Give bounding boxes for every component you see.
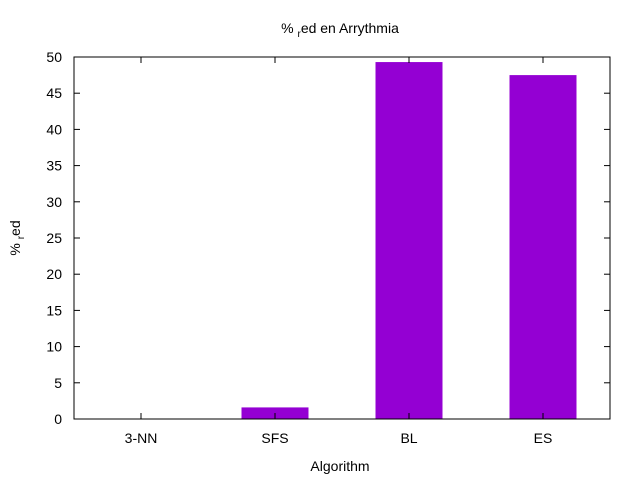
y-tick-label: 25 bbox=[46, 230, 62, 246]
bar-bl bbox=[375, 62, 443, 420]
x-ticks-group: 3-NN SFS BL ES bbox=[125, 57, 553, 446]
y-tick-label: 0 bbox=[54, 411, 62, 427]
y-tick-label: 10 bbox=[46, 339, 62, 355]
y-tick-label: 35 bbox=[46, 158, 62, 174]
y-tick-label: 40 bbox=[46, 121, 62, 137]
chart-title: % red en Arrythmia bbox=[281, 20, 399, 40]
y-tick-label: 15 bbox=[46, 302, 62, 318]
y-tick-label: 50 bbox=[46, 49, 62, 65]
y-ticks-group: 0 5 10 15 20 25 30 35 40 45 50 bbox=[46, 49, 610, 427]
x-tick-label: SFS bbox=[261, 430, 288, 446]
y-tick-label: 30 bbox=[46, 194, 62, 210]
x-tick-label: ES bbox=[534, 430, 553, 446]
y-tick-label: 45 bbox=[46, 85, 62, 101]
y-tick-label: 5 bbox=[54, 375, 62, 391]
y-axis-label: % red bbox=[7, 220, 27, 255]
x-axis-label: Algorithm bbox=[310, 458, 369, 474]
bars-group bbox=[241, 62, 577, 420]
y-tick-label: 20 bbox=[46, 266, 62, 282]
plot-frame bbox=[73, 56, 611, 420]
x-tick-label: BL bbox=[400, 430, 417, 446]
bar-es bbox=[509, 75, 577, 419]
x-tick-label: 3-NN bbox=[125, 430, 158, 446]
